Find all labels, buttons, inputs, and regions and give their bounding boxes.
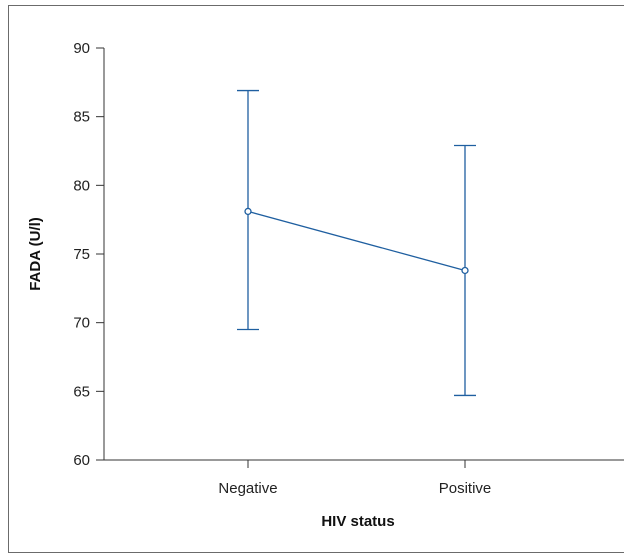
- y-tick-label: 65: [73, 383, 90, 400]
- y-tick-label: 75: [73, 246, 90, 263]
- x-axis-title: HIV status: [321, 513, 394, 530]
- x-tick-label: Positive: [439, 480, 492, 497]
- x-tick-label: Negative: [218, 480, 277, 497]
- x-axis: Negative Positive: [104, 459, 624, 497]
- y-tick-label: 85: [73, 109, 90, 126]
- chart-marks: [237, 89, 476, 397]
- data-point: [244, 207, 252, 216]
- y-tick-label: 60: [73, 452, 90, 469]
- y-tick-label: 70: [73, 315, 90, 332]
- y-tick-label: 80: [73, 177, 90, 194]
- data-point: [461, 266, 469, 275]
- y-axis: 60 65 70 75 80 85 90: [73, 40, 105, 469]
- y-tick-label: 90: [73, 40, 90, 57]
- chart-frame: [8, 5, 624, 553]
- series-line: [247, 210, 466, 272]
- y-axis-title: FADA (U/l): [27, 217, 44, 291]
